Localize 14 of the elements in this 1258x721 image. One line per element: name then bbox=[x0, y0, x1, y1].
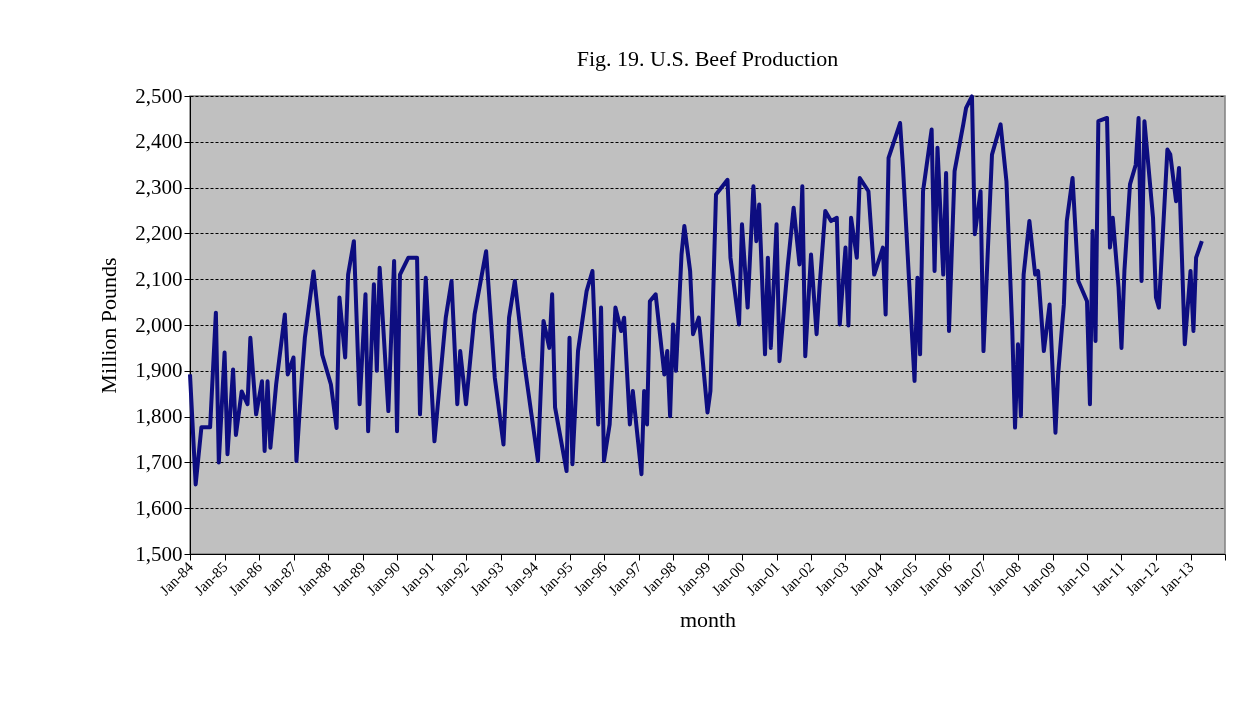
y-tick-label: 1,800 bbox=[135, 404, 183, 429]
y-tick-label: 2,100 bbox=[135, 266, 183, 291]
y-axis-title: Million Pounds bbox=[96, 257, 122, 394]
y-tick-label: 2,200 bbox=[135, 220, 183, 245]
chart-title: Fig. 19. U.S. Beef Production bbox=[576, 46, 839, 71]
y-tick-label: 2,300 bbox=[135, 175, 183, 200]
y-tick-label: 1,600 bbox=[135, 495, 183, 520]
x-axis-title: month bbox=[679, 607, 737, 633]
y-tick-label: 2,400 bbox=[135, 129, 183, 154]
y-tick-label: 2,500 bbox=[135, 83, 183, 108]
line-series bbox=[188, 94, 1204, 487]
y-tick-label: 1,700 bbox=[135, 449, 183, 474]
y-tick-label: 1,900 bbox=[135, 358, 183, 383]
y-tick-label: 2,000 bbox=[135, 312, 183, 337]
